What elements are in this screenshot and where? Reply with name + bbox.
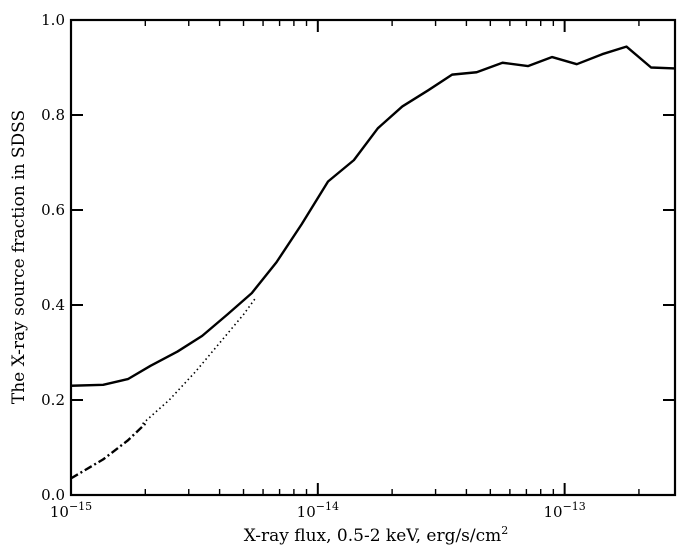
y-tick-label: 0.0 — [41, 486, 65, 504]
plot-frame — [69, 18, 677, 497]
y-tick-label: 0.8 — [41, 106, 65, 124]
x-axis-label-text: X-ray flux, 0.5-2 keV, erg/s/cm — [244, 526, 502, 546]
x-tick-label-base: 10 — [543, 503, 562, 521]
x-tick-labels: 10−15 10−14 10−13 — [50, 500, 586, 521]
x-tick-label-base: 10 — [297, 503, 316, 521]
y-tick-labels: 0.0 0.2 0.4 0.6 0.8 1.0 — [41, 11, 65, 504]
x-axis-label-superscript: 2 — [501, 524, 508, 537]
y-axis-label: The X-ray source fraction in SDSS — [9, 110, 29, 404]
series-line-dashdot — [70, 422, 147, 480]
x-tick-label-exponent: −14 — [316, 500, 339, 513]
x-tick-label: 10−13 — [543, 500, 585, 521]
ticks-layer — [70, 19, 675, 496]
y-tick-label: 1.0 — [41, 11, 65, 29]
series-layer — [70, 45, 676, 480]
x-tick-label-base: 10 — [50, 503, 69, 521]
x-axis-label: X-ray flux, 0.5-2 keV, erg/s/cm2 — [244, 524, 509, 546]
x-tick-label: 10−15 — [50, 500, 92, 521]
x-tick-label-exponent: −13 — [563, 500, 586, 513]
y-tick-label: 0.4 — [41, 296, 65, 314]
y-tick-label: 0.6 — [41, 201, 65, 219]
y-tick-label: 0.2 — [41, 391, 65, 409]
x-tick-label-exponent: −15 — [69, 500, 92, 513]
series-line-solid — [70, 45, 676, 387]
x-tick-label: 10−14 — [297, 500, 339, 521]
